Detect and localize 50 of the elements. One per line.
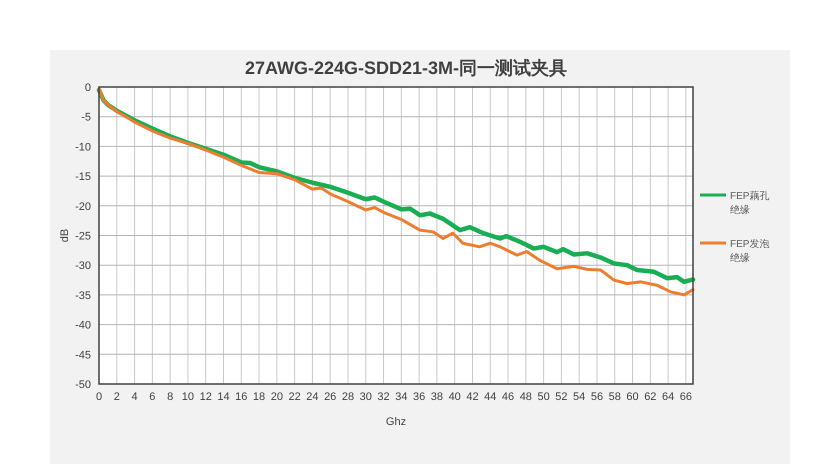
y-tick-label: -10: [75, 141, 91, 154]
y-tick-label: -35: [75, 290, 91, 302]
y-axis-title: dB: [59, 228, 71, 242]
x-tick-label: 22: [288, 391, 301, 403]
x-tick-label: 38: [430, 391, 444, 403]
x-tick-label: 54: [573, 391, 586, 403]
y-tick-label: -20: [75, 200, 91, 213]
x-tick-label: 66: [680, 391, 692, 403]
x-tick-label: 4: [132, 391, 138, 403]
y-tick-label: -25: [75, 230, 91, 242]
legend-label: FEP发泡绝缘: [730, 238, 770, 264]
x-tick-label: 0: [96, 391, 102, 403]
x-tick-label: 18: [252, 391, 266, 403]
x-tick-label: 12: [200, 391, 212, 403]
x-tick-label: 34: [395, 391, 408, 403]
x-tick-label: 6: [149, 391, 156, 403]
x-tick-label: 2: [114, 391, 120, 403]
x-tick-label: 46: [502, 391, 514, 403]
x-tick-label: 10: [182, 391, 194, 403]
x-tick-label: 16: [235, 391, 248, 403]
x-tick-label: 26: [324, 391, 336, 403]
x-tick-label: 40: [448, 391, 461, 403]
x-tick-label: 56: [590, 391, 604, 403]
x-tick-label: 32: [377, 391, 390, 403]
x-tick-label: 58: [608, 391, 621, 403]
y-tick-label: 0: [84, 82, 91, 94]
x-tick-label: 48: [520, 391, 532, 403]
chart-title: 27AWG-224G-SDD21-3M-同一测试夹具: [244, 58, 568, 78]
y-tick-label: -40: [75, 320, 91, 332]
x-tick-label: 52: [555, 391, 568, 403]
x-tick-label: 50: [537, 391, 550, 403]
x-tick-label: 28: [342, 391, 354, 403]
x-tick-label: 20: [270, 391, 283, 403]
x-tick-label: 64: [662, 391, 674, 403]
x-tick-label: 62: [644, 391, 656, 403]
y-tick-label: -45: [75, 349, 91, 362]
x-axis-title: Ghz: [386, 416, 406, 428]
x-tick-label: 44: [484, 391, 496, 403]
x-tick-label: 8: [167, 391, 174, 403]
x-tick-label: 60: [626, 391, 639, 403]
y-tick-label: -30: [75, 260, 91, 272]
y-tick-label: -15: [75, 171, 91, 184]
x-tick-label: 14: [217, 391, 230, 403]
x-tick-label: 36: [412, 391, 426, 403]
x-tick-label: 24: [306, 391, 319, 403]
legend-label: FEP藕孔绝缘: [730, 190, 770, 216]
x-tick-label: 30: [360, 391, 372, 403]
x-tick-label: 42: [466, 391, 479, 403]
y-tick-label: -5: [81, 112, 91, 124]
y-tick-label: -50: [75, 379, 91, 391]
